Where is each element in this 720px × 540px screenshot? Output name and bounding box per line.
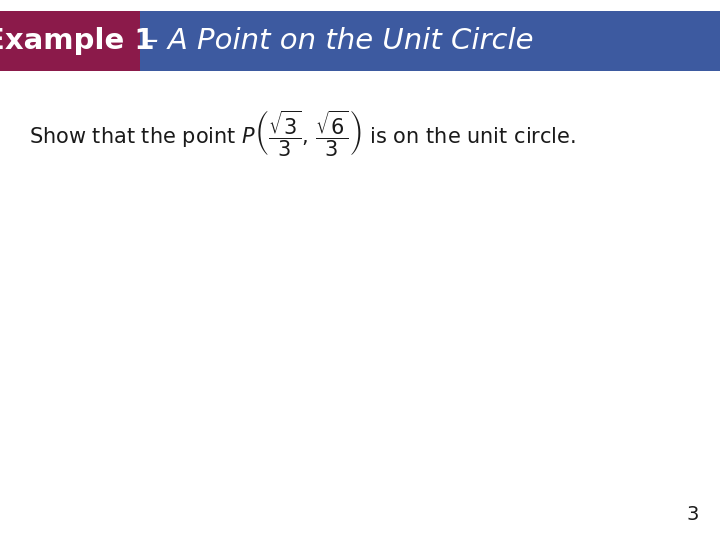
Text: – A Point on the Unit Circle: – A Point on the Unit Circle bbox=[144, 27, 534, 55]
Bar bbox=[0, 11, 140, 71]
Text: 3: 3 bbox=[686, 505, 698, 524]
Bar bbox=[0, 11, 720, 71]
Text: Show that the point $P\left(\dfrac{\sqrt{3}}{3},\,\dfrac{\sqrt{6}}{3}\right)$ is: Show that the point $P\left(\dfrac{\sqrt… bbox=[29, 108, 576, 159]
Text: Example 1: Example 1 bbox=[0, 27, 155, 55]
